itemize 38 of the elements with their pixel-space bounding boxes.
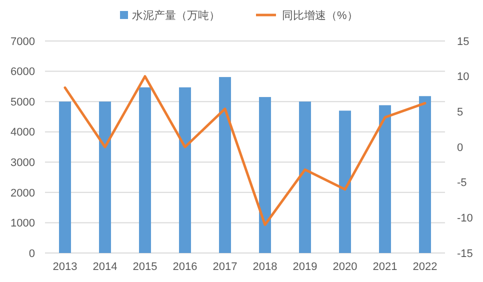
y-tick-label: 6000 [10,66,35,78]
y-tick-label: 2000 [10,187,35,200]
bar [179,87,191,253]
line-series [64,75,426,226]
x-tick-label: 2022 [412,261,438,273]
bar [419,96,431,253]
x-tick-label: 2021 [372,261,398,273]
bar [379,105,391,253]
legend-label: 同比增速（%） [282,8,358,22]
bar [339,110,351,253]
y2-tick-label: 0 [457,142,464,154]
y2-tick-label: 15 [457,36,470,48]
y-tick-label: 4000 [10,126,35,139]
x-tick-label: 2018 [252,261,278,273]
bar [99,102,111,253]
x-tick-label: 2013 [52,261,78,273]
x-tick-label: 2016 [172,261,198,273]
bar [259,97,271,253]
y2-tick-label: 5 [457,106,464,119]
y-tick-label: 0 [28,248,35,260]
y-tick-label: 7000 [10,36,35,48]
y-tick-label: 3000 [10,156,35,169]
bar [219,77,231,253]
bar [59,102,71,253]
y2-tick-label: -15 [457,248,473,260]
x-tick-label: 2017 [212,261,238,273]
y-tick-label: 5000 [10,96,35,108]
legend-label: 水泥产量（万吨） [132,8,220,22]
y2-tick-label: -5 [457,177,467,190]
x-tick-label: 2014 [92,261,118,273]
x-tick-label: 2020 [332,261,358,273]
bar [139,87,151,253]
x-tick-label: 2015 [132,261,158,273]
y2-tick-label: -10 [457,212,473,225]
bar [299,102,311,253]
y2-tick-label: 10 [457,71,470,84]
y-tick-label: 1000 [10,218,35,230]
x-tick-label: 2019 [292,261,318,273]
